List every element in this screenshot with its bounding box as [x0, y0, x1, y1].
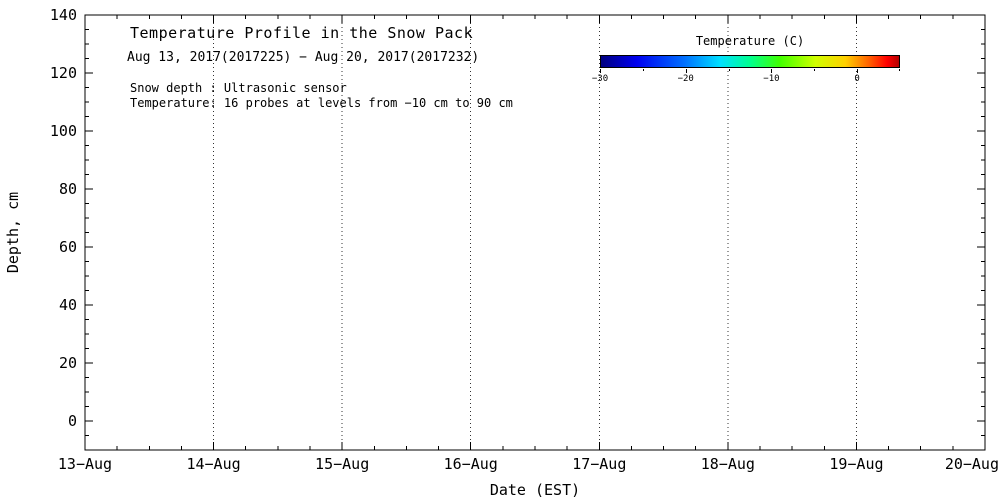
colorbar: Temperature (C) −30 −20 −10 0 [592, 34, 900, 86]
y-tick-label: 120 [50, 64, 77, 82]
colorbar-tick [642, 69, 644, 71]
axis-ticks [84, 14, 986, 450]
colorbar-tick [857, 69, 859, 73]
x-tick-label: 19−Aug [829, 455, 883, 473]
x-tick-label: 18−Aug [701, 455, 755, 473]
colorbar-tick-labels: −30 −20 −10 0 [592, 74, 900, 86]
y-axis-title: Depth, cm [4, 192, 22, 273]
colorbar-tick-label: −10 [763, 74, 780, 84]
axis-tick-labels: 0 20 40 60 80 100 120 140 13−Aug 14−Aug 15−Aug 16−A… [50, 6, 999, 473]
colorbar-title: Temperature (C) [695, 34, 805, 48]
colorbar-tick [814, 69, 816, 71]
y-tick-label: 20 [59, 354, 77, 372]
colorbar-tick [771, 69, 773, 73]
colorbar-tick-label: −20 [677, 74, 694, 84]
colorbar-tick [685, 69, 687, 73]
chart-subtitle: Aug 13, 2017(2017225) − Aug 20, 2017(201… [127, 50, 480, 65]
chart-title: Temperature Profile in the Snow Pack [130, 24, 474, 42]
y-tick-label: 40 [59, 296, 77, 314]
gridlines [213, 15, 857, 450]
colorbar-tick-label: 0 [854, 74, 860, 84]
y-tick-label: 140 [50, 6, 77, 24]
colorbar-ticks [600, 69, 900, 74]
y-tick-label: 80 [59, 180, 77, 198]
x-axis-title: Date (EST) [490, 481, 580, 499]
annotation-probes: Temperature: 16 probes at levels from −1… [130, 96, 513, 110]
y-tick-label: 100 [50, 122, 77, 140]
x-tick-label: 16−Aug [444, 455, 498, 473]
colorbar-tick [899, 69, 900, 71]
annotation-snow-depth: Snow depth : Ultrasonic sensor [130, 81, 347, 95]
colorbar-tick [600, 69, 601, 73]
y-tick-label: 0 [68, 412, 77, 430]
colorbar-tick [728, 69, 730, 71]
colorbar-tick-label: −30 [591, 74, 609, 84]
x-tick-label: 14−Aug [186, 455, 240, 473]
x-tick-label: 20−Aug [945, 455, 999, 473]
x-tick-label: 17−Aug [572, 455, 626, 473]
colorbar-gradient [600, 55, 900, 68]
x-tick-label: 13−Aug [58, 455, 112, 473]
y-tick-label: 60 [59, 238, 77, 256]
x-tick-label: 15−Aug [315, 455, 369, 473]
